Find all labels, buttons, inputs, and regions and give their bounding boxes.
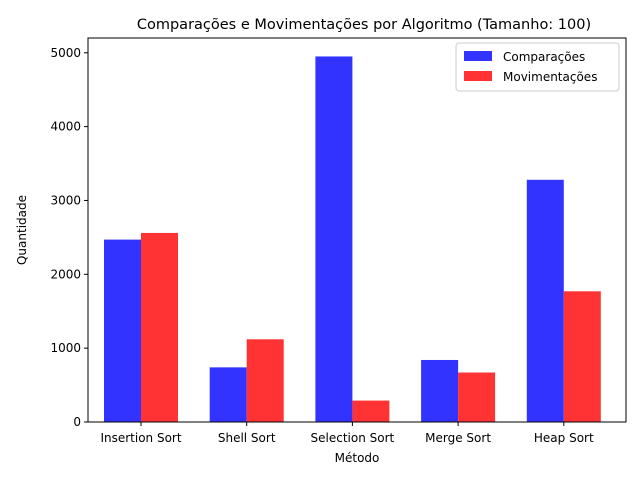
axes-frame bbox=[87, 37, 627, 423]
x-tick-label: Selection Sort bbox=[311, 431, 395, 445]
x-tick-label: Insertion Sort bbox=[100, 431, 181, 445]
bar-comparacoes-1 bbox=[209, 367, 247, 422]
y-tick-label: 3000 bbox=[50, 193, 81, 207]
plot-area: 0 1000 2000 3000 4000 5000 Insertion Sort Shell… bbox=[50, 46, 601, 445]
legend-swatch-movimentacoes bbox=[464, 71, 492, 81]
bar-comparacoes-4 bbox=[526, 179, 564, 422]
y-axis-label: Quantidade bbox=[15, 195, 29, 265]
x-tick-label: Shell Sort bbox=[218, 431, 276, 445]
bar-movimentacoes-2 bbox=[352, 400, 390, 422]
legend-label-comparacoes: Comparações bbox=[503, 50, 585, 64]
bar-movimentacoes-3 bbox=[458, 372, 496, 422]
y-tick-label: 4000 bbox=[50, 120, 81, 134]
legend: Comparações Movimentações bbox=[455, 42, 620, 92]
bar-comparacoes-2 bbox=[315, 56, 353, 422]
y-tick-label: 0 bbox=[73, 415, 81, 429]
bar-comparacoes-0 bbox=[104, 239, 141, 422]
x-tick-label: Heap Sort bbox=[534, 431, 594, 445]
bar-comparacoes-3 bbox=[421, 359, 459, 422]
x-tick-label: Merge Sort bbox=[425, 431, 491, 445]
y-tick-label: 1000 bbox=[50, 341, 81, 355]
chart-title: Comparações e Movimentações por Algoritm… bbox=[137, 17, 591, 33]
legend-box bbox=[455, 42, 620, 92]
legend-swatch-comparacoes bbox=[464, 51, 492, 61]
legend-label-movimentacoes: Movimentações bbox=[503, 70, 597, 84]
x-axis-label: Método bbox=[335, 451, 380, 465]
bar-movimentacoes-4 bbox=[563, 291, 601, 422]
y-tick-label: 2000 bbox=[50, 267, 81, 281]
y-tick-label: 5000 bbox=[50, 46, 81, 60]
bar-movimentacoes-0 bbox=[141, 232, 178, 422]
bar-movimentacoes-1 bbox=[246, 339, 284, 422]
